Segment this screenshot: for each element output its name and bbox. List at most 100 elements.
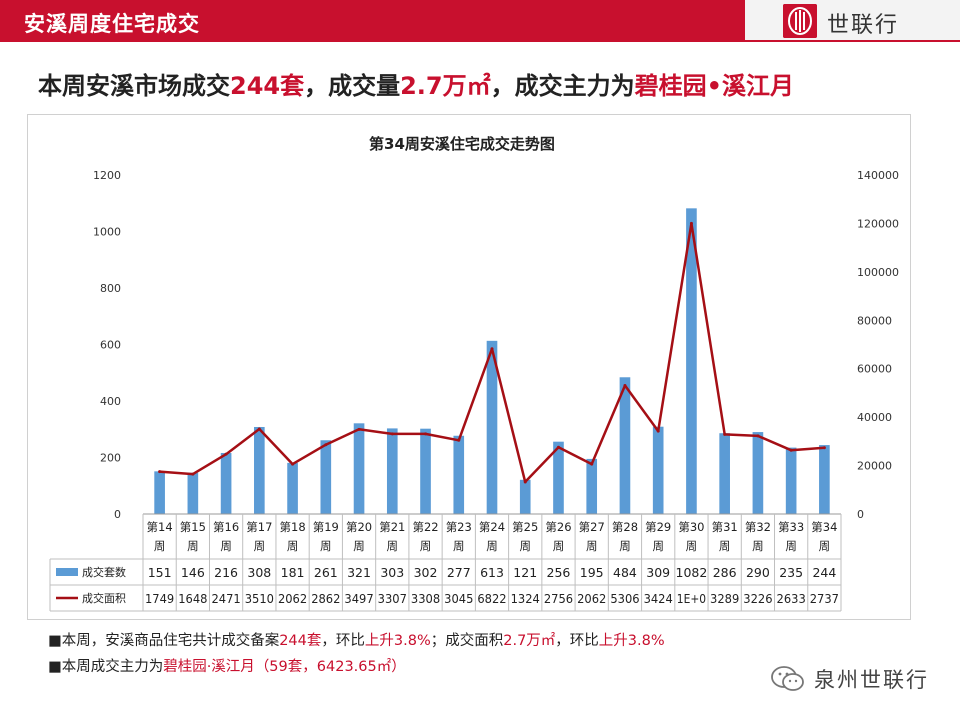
line-point — [291, 462, 295, 466]
x-tick-label: 第31 周 — [712, 520, 738, 553]
bar — [420, 428, 431, 514]
bar — [220, 452, 232, 514]
bar — [453, 435, 465, 514]
table-cell-units: 309 — [646, 565, 670, 580]
table-cell-units: 151 — [148, 565, 172, 580]
note2-a: ■本周成交主力为 — [48, 659, 164, 675]
bar — [619, 377, 631, 514]
x-tick-label: 第17 周 — [246, 520, 272, 553]
table-cell-units: 181 — [281, 565, 305, 580]
x-tick-label: 第27 周 — [579, 520, 605, 553]
bar — [386, 428, 398, 514]
table-cell-area: 1324 — [511, 592, 540, 606]
line-point — [789, 448, 793, 452]
line-point — [191, 472, 195, 476]
x-tick-label: 第30 周 — [678, 520, 704, 553]
table-cell-area: 5306 — [610, 592, 639, 606]
y-left-tick-label: 800 — [100, 282, 121, 295]
bar — [586, 458, 598, 514]
brand-name: 世联行 — [827, 13, 900, 38]
line-point — [490, 347, 494, 351]
table-cell-units: 195 — [580, 565, 604, 580]
chart-frame: 第34周安溪住宅成交走势图 0 200 400 600 800 1000 1200 0 20000… — [27, 114, 911, 620]
x-tick-label: 第15 周 — [180, 520, 206, 553]
table-cell-area: 1E+0 — [677, 592, 706, 606]
bar — [686, 208, 697, 514]
table-cell-units: 146 — [181, 565, 205, 580]
x-tick-label: 第26 周 — [545, 520, 571, 553]
bar — [254, 426, 265, 514]
y-right-tick-label: 40000 — [857, 411, 892, 424]
headline-part-2: ，成交量 — [304, 72, 401, 100]
note2-project: 碧桂园·溪江月 — [163, 659, 255, 675]
line-point — [656, 429, 660, 433]
table-cell-area: 3424 — [644, 592, 673, 606]
table-cell-area: 2737 — [810, 592, 839, 606]
line-point — [457, 438, 461, 442]
bar — [719, 433, 730, 514]
table-cell-units: 484 — [613, 565, 637, 580]
bar — [819, 445, 830, 514]
trend-chart: 第34周安溪住宅成交走势图 0 200 400 600 800 1000 1200 0 20000… — [49, 135, 899, 612]
x-tick-label: 第33 周 — [778, 520, 804, 553]
table-cell-area: 3289 — [710, 592, 739, 606]
headline-part-3: ，成交主力为 — [490, 72, 635, 100]
legend-label-units: 成交套数 — [82, 565, 126, 579]
table-cell-units: 308 — [247, 565, 271, 580]
table-cell-units: 244 — [812, 565, 836, 580]
line-point — [424, 432, 428, 436]
x-tick-label: 第21 周 — [379, 520, 405, 553]
table-cell-units: 121 — [513, 565, 537, 580]
note-line-2: ■本周成交主力为碧桂园·溪江月（59套，6423.65㎡） — [48, 654, 665, 680]
line-point — [357, 427, 361, 431]
table-cell-units: 216 — [214, 565, 238, 580]
x-tick-label: 第28 周 — [612, 520, 638, 553]
x-tick-label: 第19 周 — [313, 520, 339, 553]
headline-main-project: 碧桂园•溪江月 — [634, 72, 794, 100]
brand-logo-icon — [783, 4, 817, 38]
table-cell-area: 3307 — [378, 592, 407, 606]
y-right-tick-label: 140000 — [857, 169, 899, 182]
y-left-tick-label: 0 — [114, 508, 121, 521]
wechat-account-name: 泉州世联行 — [814, 668, 929, 692]
y-right-tick-label: 20000 — [857, 460, 892, 473]
headline: 本周安溪市场成交244套，成交量2.7万㎡，成交主力为碧桂园•溪江月 — [38, 66, 794, 101]
bar — [752, 432, 764, 514]
legend-swatch-bar — [56, 568, 78, 576]
bar — [553, 441, 564, 514]
y-left-tick-label: 400 — [100, 395, 121, 408]
table-cell-units: 261 — [314, 565, 338, 580]
bar — [187, 472, 199, 514]
header-bar: 安溪周度住宅成交 — [0, 0, 745, 42]
table-cell-units: 303 — [380, 565, 404, 580]
table-cell-area: 3308 — [411, 592, 440, 606]
table-cell-area: 2633 — [777, 592, 806, 606]
y-right-tick-label: 60000 — [857, 363, 892, 376]
table-cell-area: 1749 — [145, 592, 174, 606]
wechat-icon — [771, 666, 804, 691]
table-cell-units: 286 — [713, 565, 737, 580]
page-title: 安溪周度住宅成交 — [24, 12, 200, 36]
bar — [353, 423, 365, 514]
bar — [652, 426, 664, 514]
line-point — [689, 221, 693, 225]
line-point — [224, 452, 228, 456]
line-point — [723, 432, 727, 436]
y-right-tick-label: 0 — [857, 508, 864, 521]
table-cell-area: 3226 — [743, 592, 772, 606]
table-cell-units: 613 — [480, 565, 504, 580]
line-point — [822, 446, 826, 450]
x-tick-label: 第24 周 — [479, 520, 505, 553]
x-tick-label: 第32 周 — [745, 520, 771, 553]
line-point — [590, 462, 594, 466]
line-point — [523, 480, 527, 484]
y-left-tick-label: 600 — [100, 339, 121, 352]
table-cell-area: 2062 — [278, 592, 307, 606]
bar — [154, 471, 165, 514]
headline-area: 2.7万㎡ — [400, 72, 491, 100]
headline-units: 244套 — [230, 72, 305, 100]
line-point — [756, 434, 760, 438]
note1-c: ，环比 — [321, 633, 365, 649]
table-cell-area: 6822 — [477, 592, 506, 606]
table-cell-units: 256 — [547, 565, 571, 580]
